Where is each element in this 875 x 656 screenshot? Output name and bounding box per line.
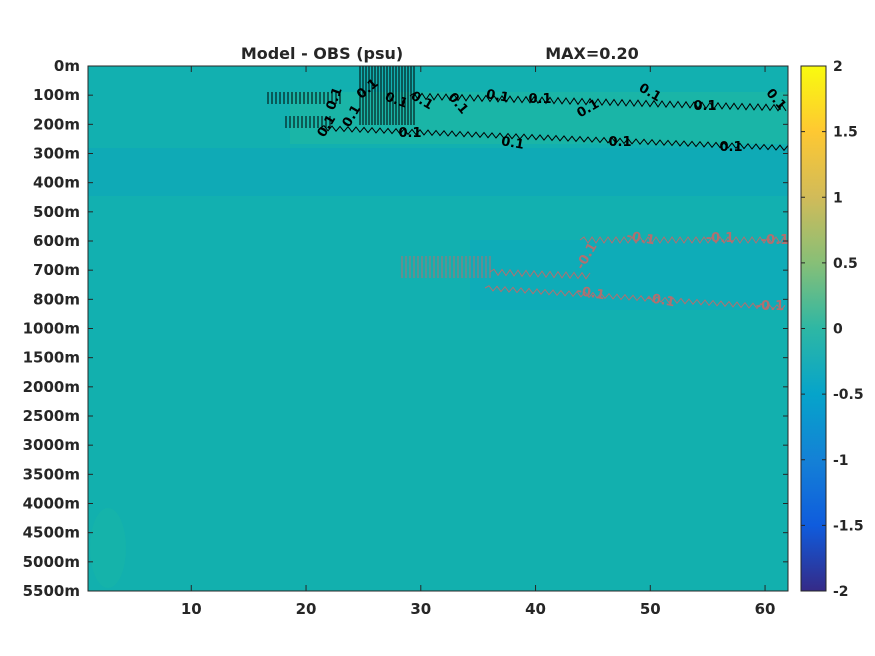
y-tick-label: 100m — [33, 86, 80, 104]
positive-contour-spikes-left — [267, 92, 341, 104]
y-tick-label: 3500m — [23, 465, 80, 483]
y-tick-label: 2500m — [23, 407, 80, 425]
y-tick-label: 200m — [33, 115, 80, 133]
x-axis: 10 20 30 40 50 60 — [181, 66, 776, 618]
contour-label: -0.1 — [761, 233, 789, 248]
y-tick-label: 4000m — [23, 495, 80, 513]
x-tick-label: 50 — [640, 600, 661, 618]
contour-label: 0.1 — [383, 90, 410, 112]
y-tick-label: 2000m — [23, 378, 80, 396]
positive-contour-spikes — [359, 66, 415, 125]
plot-area: 0.10.10.1 0.10.1 0.1 0.1 0.1 0.10.10.1 0.10.10… — [87, 65, 789, 592]
contour-label: -0.1 — [625, 229, 656, 249]
deep-anomaly-patch — [90, 508, 126, 588]
y-tick-label: 5500m — [23, 582, 80, 600]
x-tick-label: 30 — [410, 600, 431, 618]
x-tick-label: 40 — [525, 600, 546, 618]
deep-slight-warm-area — [88, 340, 788, 591]
negative-contours: -0.1-0.1 -0.1 -0.1-0.1 -0.1 -0.1 — [401, 229, 789, 314]
contour-label: 0.1 — [693, 99, 716, 114]
contour-label: 0.1 — [719, 140, 742, 155]
contour-label: 0.1 — [324, 85, 346, 112]
negative-contour-upper — [579, 236, 789, 244]
y-tick-label: 800m — [33, 290, 80, 308]
max-label: MAX=0.20 — [545, 44, 639, 63]
colorbar: 2 1.5 1 0.5 0 -0.5 -1 -1.5 -2 — [800, 59, 864, 600]
x-tick-label: 10 — [181, 600, 202, 618]
colorbar-ticks: 2 1.5 1 0.5 0 -0.5 -1 -1.5 -2 — [801, 59, 864, 600]
contour-label: 0.1 — [500, 134, 525, 153]
contour-label: -0.1 — [706, 231, 734, 246]
colorbar-tick-label: 0 — [833, 322, 843, 338]
y-tick-label: 0m — [54, 57, 80, 75]
contour-label: 0.1 — [608, 135, 631, 150]
contour-label: -0.1 — [575, 284, 606, 304]
colorbar-tick-label: -0.5 — [833, 387, 864, 403]
colorbar-tick-label: 1.5 — [833, 125, 858, 141]
negative-contour-inner — [489, 268, 591, 280]
y-tick-label: 1000m — [23, 320, 80, 338]
colorbar-tick-label: -2 — [833, 584, 849, 600]
cool-band-near-surface — [88, 148, 788, 196]
y-tick-label: 300m — [33, 145, 80, 163]
y-tick-label: 4500m — [23, 524, 80, 542]
contour-label: -0.1 — [756, 299, 784, 314]
chart-title: Model - OBS (psu) — [241, 44, 403, 63]
y-tick-label: 500m — [33, 203, 80, 221]
y-tick-label: 1500m — [23, 349, 80, 367]
x-tick-label: 20 — [296, 600, 317, 618]
y-axis: 0m 100m 200m 300m 400m 500m 600m 700m 800m 1000m 1… — [23, 57, 788, 600]
y-tick-label: 5000m — [23, 553, 80, 571]
positive-contour-upper — [409, 92, 787, 112]
contour-label: -0.1 — [645, 291, 676, 311]
y-tick-label: 3000m — [23, 436, 80, 454]
negative-contour-spikes — [401, 256, 491, 278]
colorbar-tick-label: 0.5 — [833, 256, 858, 272]
colorbar-tick-label: 2 — [833, 59, 843, 75]
y-tick-label: 400m — [33, 174, 80, 192]
positive-contour-lower — [319, 125, 789, 152]
y-tick-label: 700m — [33, 261, 80, 279]
colorbar-tick-label: -1.5 — [833, 518, 864, 534]
contour-label: 0.1 — [528, 92, 551, 107]
colorbar-tick-label: -1 — [833, 453, 849, 469]
colorbar-tick-label: 1 — [833, 190, 843, 206]
y-tick-label: 600m — [33, 232, 80, 250]
negative-contour-lower — [484, 285, 786, 311]
contour-label: 0.1 — [485, 87, 510, 106]
positive-contour-spikes-lower — [285, 116, 331, 128]
contour-label: 0.1 — [398, 126, 421, 141]
x-tick-label: 60 — [755, 600, 776, 618]
